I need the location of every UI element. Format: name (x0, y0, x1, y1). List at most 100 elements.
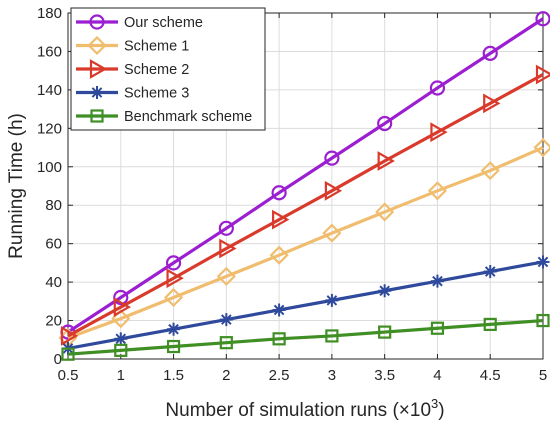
x-axis-label: Number of simulation runs (×103) (165, 396, 444, 421)
asterisk-stroke (484, 266, 496, 277)
circle-marker (324, 150, 340, 166)
y-tick-label: 80 (45, 197, 62, 214)
square-marker (430, 321, 445, 335)
circle-marker (89, 14, 105, 30)
axis-ticks: 0.5 1 1.5 2 2.5 3 3.5 4 4.5 5 0 20 40 60 80 100 120 140 16… (37, 5, 547, 384)
square-marker (61, 347, 75, 361)
triangle-marker (89, 59, 108, 79)
legend-label: Benchmark scheme (124, 109, 252, 125)
diamond-marker (480, 161, 500, 181)
diamond-marker (427, 181, 448, 201)
y-tick-label: 40 (45, 274, 62, 291)
diamond-marker (375, 202, 395, 222)
y-axis-label: Running Time (h) (6, 113, 27, 259)
square-marker (378, 325, 392, 339)
triangle-marker (60, 326, 79, 346)
triangle-marker (430, 122, 448, 143)
y-tick-label: 120 (37, 120, 62, 137)
square-marker (219, 336, 233, 350)
x-tick-label: 5 (539, 367, 547, 384)
triangle-marker (377, 151, 395, 171)
y-tick-label: 100 (37, 159, 62, 176)
circle-marker (482, 45, 498, 61)
legend-label: Scheme 3 (124, 86, 189, 102)
diamond-marker (322, 223, 342, 243)
x-tick-label: 2 (222, 367, 230, 384)
asterisk-stroke (221, 314, 232, 325)
square-marker (483, 317, 497, 331)
asterisk-marker (325, 293, 339, 307)
y-tick-label: 180 (37, 5, 62, 22)
series-line (67, 146, 544, 340)
square-marker (90, 109, 104, 123)
series-line (67, 318, 544, 356)
square-marker (536, 313, 550, 328)
legend-item: Our scheme (76, 14, 203, 31)
circle-marker (218, 220, 234, 236)
asterisk-marker (272, 303, 286, 317)
x-tick-label: 0.5 (58, 367, 79, 384)
x-tick-label: 3 (328, 367, 336, 384)
plot-area-frame (67, 12, 544, 360)
x-tick-label: 2.5 (269, 367, 290, 384)
diamond-marker (87, 35, 107, 56)
x-tick-label: 3.5 (374, 367, 395, 384)
triangle-marker (272, 209, 290, 230)
series-line (67, 17, 544, 334)
diamond-marker (216, 266, 236, 286)
asterisk-stroke (91, 87, 103, 98)
x-tick-label: 1 (117, 367, 125, 384)
asterisk-marker (483, 265, 497, 279)
asterisk-marker (430, 274, 444, 288)
square-marker (166, 339, 181, 354)
x-axis-label-times: ×10 (399, 400, 431, 421)
legend-item: Scheme 2 (76, 59, 189, 79)
square-marker (114, 343, 128, 357)
series-layer (58, 11, 550, 361)
series-line (67, 73, 544, 338)
y-tick-label: 60 (45, 236, 62, 253)
series-scheme-2 (60, 64, 550, 346)
asterisk-marker (167, 322, 181, 336)
triangle-marker (219, 238, 237, 259)
triangle-marker (324, 180, 343, 201)
series-our-scheme (60, 11, 550, 340)
triangle-marker (166, 268, 184, 289)
diamond-marker (163, 287, 184, 308)
asterisk-stroke (379, 285, 390, 297)
x-tick-label: 4.5 (480, 367, 501, 384)
asterisk-marker (90, 86, 104, 99)
square-marker (272, 332, 286, 346)
diamond-marker (533, 137, 550, 158)
series-scheme-1 (58, 137, 550, 348)
series-scheme-3 (61, 255, 550, 355)
x-axis-label-exponent: 3 (431, 396, 438, 411)
triangle-marker (535, 64, 550, 85)
asterisk-stroke (273, 304, 285, 316)
legend-item: Scheme 3 (76, 86, 189, 102)
triangle-marker (483, 93, 501, 114)
x-tick-label: 4 (433, 367, 441, 384)
diamond-marker (269, 245, 289, 265)
legend-item: Scheme 1 (76, 35, 189, 56)
y-tick-label: 0 (54, 351, 62, 368)
y-tick-label: 140 (37, 82, 62, 99)
x-axis-label-close: ) (438, 400, 444, 421)
circle-marker (165, 255, 182, 271)
legend-label: Scheme 2 (124, 62, 189, 78)
triangle-marker (113, 297, 131, 317)
asterisk-stroke (432, 275, 443, 287)
asterisk-marker (378, 284, 392, 298)
asterisk-marker (219, 313, 233, 327)
asterisk-marker (114, 332, 128, 346)
circle-marker (377, 115, 393, 132)
asterisk-stroke (168, 323, 179, 335)
legend: Our scheme Scheme 1 Scheme 2 Scheme 3 Benchm… (70, 7, 266, 131)
legend-item: Benchmark scheme (76, 109, 252, 125)
series-benchmark-scheme (61, 313, 550, 361)
legend-label: Our scheme (124, 15, 203, 31)
asterisk-marker (536, 255, 550, 269)
x-axis-label-main: Number of simulation runs ( (165, 400, 399, 421)
circle-marker (271, 185, 287, 201)
